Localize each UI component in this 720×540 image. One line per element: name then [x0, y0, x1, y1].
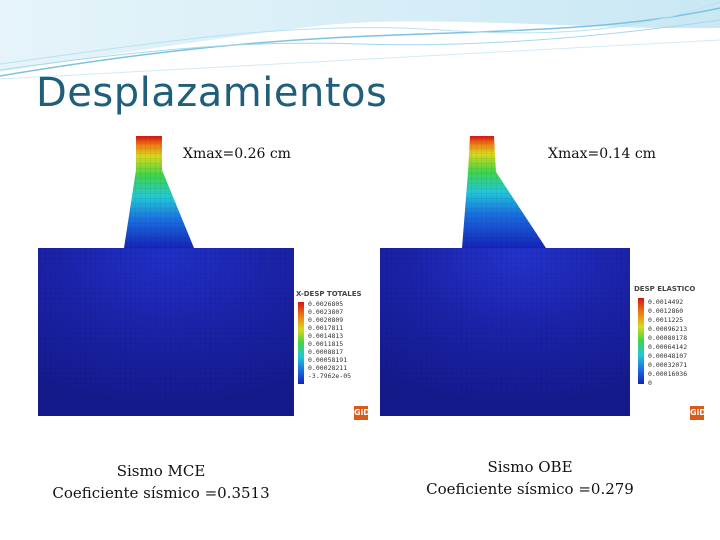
legend-title: DESP ELASTICO — [634, 285, 696, 293]
displacement-contour-plot-obe — [380, 136, 630, 416]
legend-value: 0.0020809 — [308, 316, 344, 324]
legend-value: -3.7962e-05 — [308, 372, 352, 380]
xmax-label: Xmax=0.14 cm — [548, 146, 656, 162]
xmax-label: Xmax=0.26 cm — [183, 146, 291, 162]
legend-value: 0.0012860 — [648, 307, 684, 315]
legend-value: 0.0008817 — [308, 348, 344, 356]
legend-value: 0.0011815 — [308, 340, 344, 348]
caption-coefficient: Coeficiente sísmico =0.3513 — [52, 484, 270, 502]
legend-value: 0.00016036 — [648, 370, 688, 378]
legend-value: 0 — [648, 379, 652, 387]
header-wave-decoration — [0, 0, 720, 80]
color-scale-bar — [638, 298, 644, 384]
caption-title: Sismo OBE — [487, 458, 573, 476]
legend-title: X-DESP TOTALES — [296, 290, 362, 298]
caption-coefficient: Coeficiente sísmico =0.279 — [426, 480, 634, 498]
legend-value: 0.0011225 — [648, 316, 684, 324]
fem-panel-mce: Xmax=0.26 cm X-DESP TOTALES 0.0026805 0.… — [30, 128, 372, 422]
caption-title: Sismo MCE — [116, 462, 206, 480]
legend-value: 0.00028211 — [308, 364, 348, 372]
legend-value: 0.00058191 — [308, 356, 348, 364]
gid-logo: GiD — [690, 406, 706, 420]
legend-value: 0.0017811 — [308, 324, 344, 332]
color-scale-bar — [298, 302, 304, 384]
caption-mce: Sismo MCE Coeficiente sísmico =0.3513 — [30, 460, 292, 504]
fem-panel-obe: Xmax=0.14 cm DESP ELASTICO 0.0014492 0.0… — [376, 128, 708, 422]
legend-value: 0.00048107 — [648, 352, 688, 360]
legend-value: 0.0023807 — [308, 308, 344, 316]
legend-value: 0.00032071 — [648, 361, 688, 369]
legend-value: 0.0014813 — [308, 332, 344, 340]
caption-obe: Sismo OBE Coeficiente sísmico =0.279 — [400, 456, 660, 500]
legend-value: 0.0026805 — [308, 300, 344, 308]
legend-value: 0.00096213 — [648, 325, 688, 333]
slide-title: Desplazamientos — [36, 70, 388, 116]
gid-logo: GiD — [354, 406, 370, 420]
displacement-contour-plot-mce — [38, 136, 294, 416]
legend-value: 0.00064142 — [648, 343, 688, 351]
legend-value: 0.00080178 — [648, 334, 688, 342]
legend-value: 0.0014492 — [648, 298, 684, 306]
